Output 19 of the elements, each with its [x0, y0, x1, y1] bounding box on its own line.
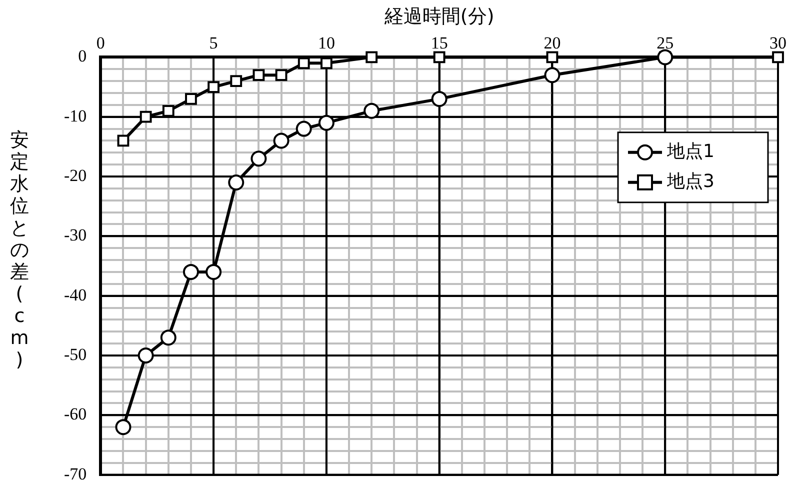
x-tick-label: 30 [770, 33, 786, 52]
text: 安定水位との差(cm) [10, 128, 29, 370]
x-tick-label: 5 [209, 33, 218, 52]
y-tick-label: -30 [64, 226, 87, 245]
y-tick-label: 0 [78, 46, 87, 66]
x-tick-label: 25 [656, 33, 674, 52]
y-tick-label: -10 [64, 106, 87, 126]
x-tick-label: 0 [96, 33, 105, 52]
y-tick-label: -70 [64, 464, 87, 484]
legend-label: 地点1 [666, 141, 714, 162]
y-tick-label: -50 [64, 344, 87, 364]
legend-label: 地点3 [666, 171, 714, 192]
x-tick-label: 15 [430, 33, 448, 52]
y-tick-label: -60 [64, 404, 87, 424]
x-tick-label: 20 [544, 33, 561, 52]
y-tick-label: -20 [64, 166, 87, 185]
y-tick-label: -40 [64, 285, 87, 304]
x-tick-label: 10 [318, 33, 335, 52]
x-axis-title: 経過時間(分) [383, 5, 494, 28]
